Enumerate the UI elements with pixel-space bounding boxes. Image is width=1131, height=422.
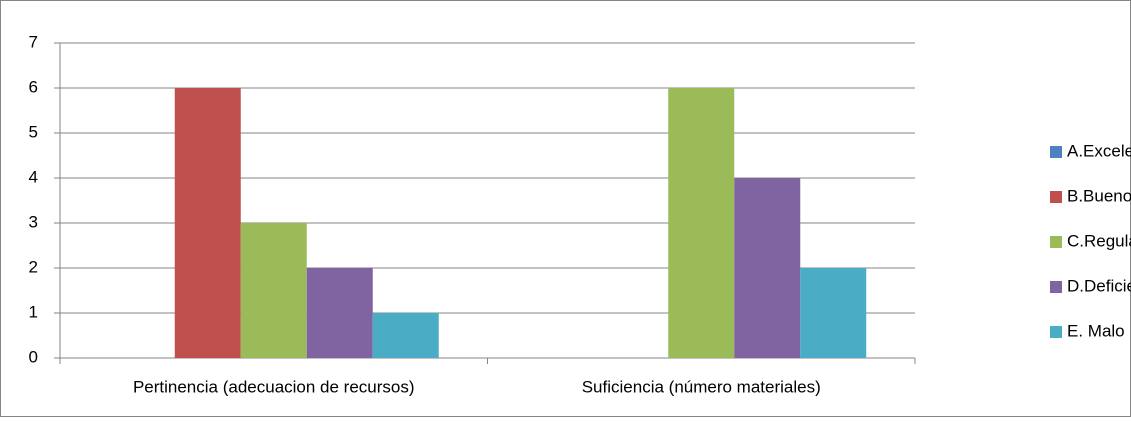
y-tick-label: 5 xyxy=(29,122,38,141)
y-tick-label: 3 xyxy=(29,212,38,231)
legend-swatch xyxy=(1050,281,1062,293)
y-tick-label: 7 xyxy=(29,32,38,51)
bar xyxy=(668,88,735,358)
legend-swatch xyxy=(1050,326,1062,338)
bar xyxy=(174,88,241,358)
bar xyxy=(734,178,801,358)
y-tick-label: 1 xyxy=(29,302,38,321)
y-tick-label: 4 xyxy=(29,167,38,186)
bar xyxy=(240,223,307,358)
legend-swatch xyxy=(1050,191,1062,203)
legend-label: B.Bueno xyxy=(1067,186,1131,205)
bar xyxy=(800,268,867,358)
y-tick-label: 6 xyxy=(29,77,38,96)
legend-label: E. Malo xyxy=(1067,321,1125,340)
y-tick-label: 2 xyxy=(29,257,38,276)
legend-swatch xyxy=(1050,146,1062,158)
bar xyxy=(306,268,373,358)
y-tick-label: 0 xyxy=(29,347,38,366)
x-tick-label: Suficiencia (número materiales) xyxy=(582,377,821,396)
bar xyxy=(372,313,439,358)
legend-label: D.Deficiente xyxy=(1067,276,1131,295)
legend-swatch xyxy=(1050,236,1062,248)
legend-label: A.Excelente xyxy=(1067,141,1131,160)
x-tick-label: Pertinencia (adecuacion de recursos) xyxy=(133,377,415,396)
legend-label: C.Regular xyxy=(1067,231,1131,250)
